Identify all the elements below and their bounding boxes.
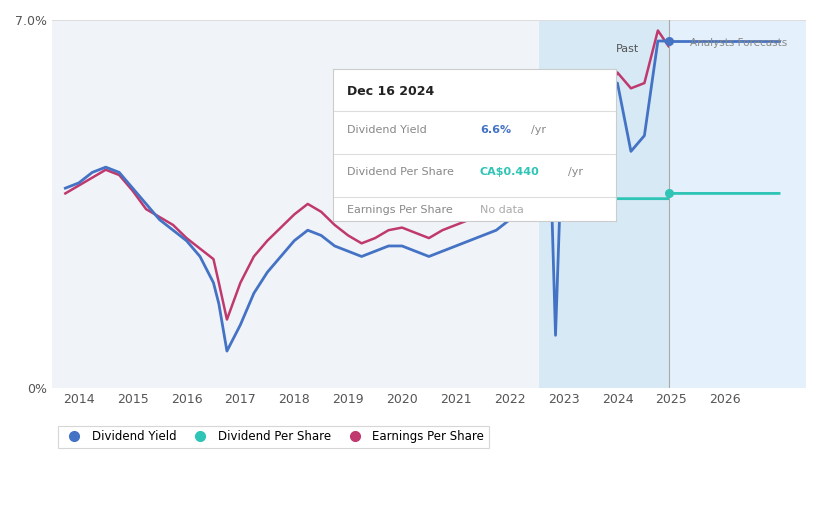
Legend: Dividend Yield, Dividend Per Share, Earnings Per Share: Dividend Yield, Dividend Per Share, Earn… <box>57 426 489 448</box>
Text: Dividend Yield: Dividend Yield <box>346 124 426 135</box>
Bar <box>668 20 806 388</box>
Text: Earnings Per Share: Earnings Per Share <box>346 205 452 215</box>
Bar <box>539 20 668 388</box>
Point <box>662 37 675 45</box>
Text: No data: No data <box>479 205 524 215</box>
Text: 6.6%: 6.6% <box>479 124 511 135</box>
Text: Dec 16 2024: Dec 16 2024 <box>346 85 434 98</box>
Point <box>662 189 675 198</box>
Text: Analysts Forecasts: Analysts Forecasts <box>690 39 787 48</box>
Text: /yr: /yr <box>567 167 583 177</box>
Text: /yr: /yr <box>531 124 546 135</box>
Text: Dividend Per Share: Dividend Per Share <box>346 167 453 177</box>
Text: Past: Past <box>616 44 639 54</box>
Text: CA$0.440: CA$0.440 <box>479 167 539 177</box>
